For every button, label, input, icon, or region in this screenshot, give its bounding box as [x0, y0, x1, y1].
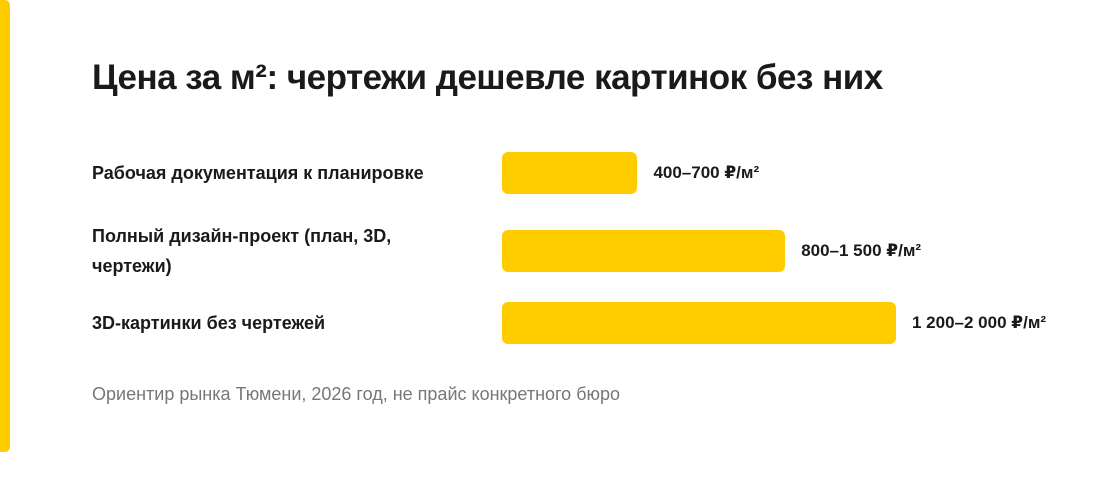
category-label: Полный дизайн-проект (план, 3D, чертежи) — [92, 226, 392, 276]
bar — [502, 152, 638, 194]
category-label: Рабочая документация к планировке — [92, 163, 424, 183]
value-label: 1 200–2 000 ₽/м² — [912, 313, 1047, 332]
value-label: 800–1 500 ₽/м² — [801, 241, 922, 260]
accent-stripe — [0, 0, 10, 452]
category-label: 3D-картинки без чертежей — [92, 313, 326, 333]
bar — [502, 302, 896, 344]
value-label: 400–700 ₽/м² — [653, 163, 760, 182]
bar — [502, 230, 786, 272]
chart-title: Цена за м²: чертежи дешевле картинок без… — [92, 58, 883, 97]
footnote: Ориентир рынка Тюмени, 2026 год, не прай… — [92, 384, 621, 404]
